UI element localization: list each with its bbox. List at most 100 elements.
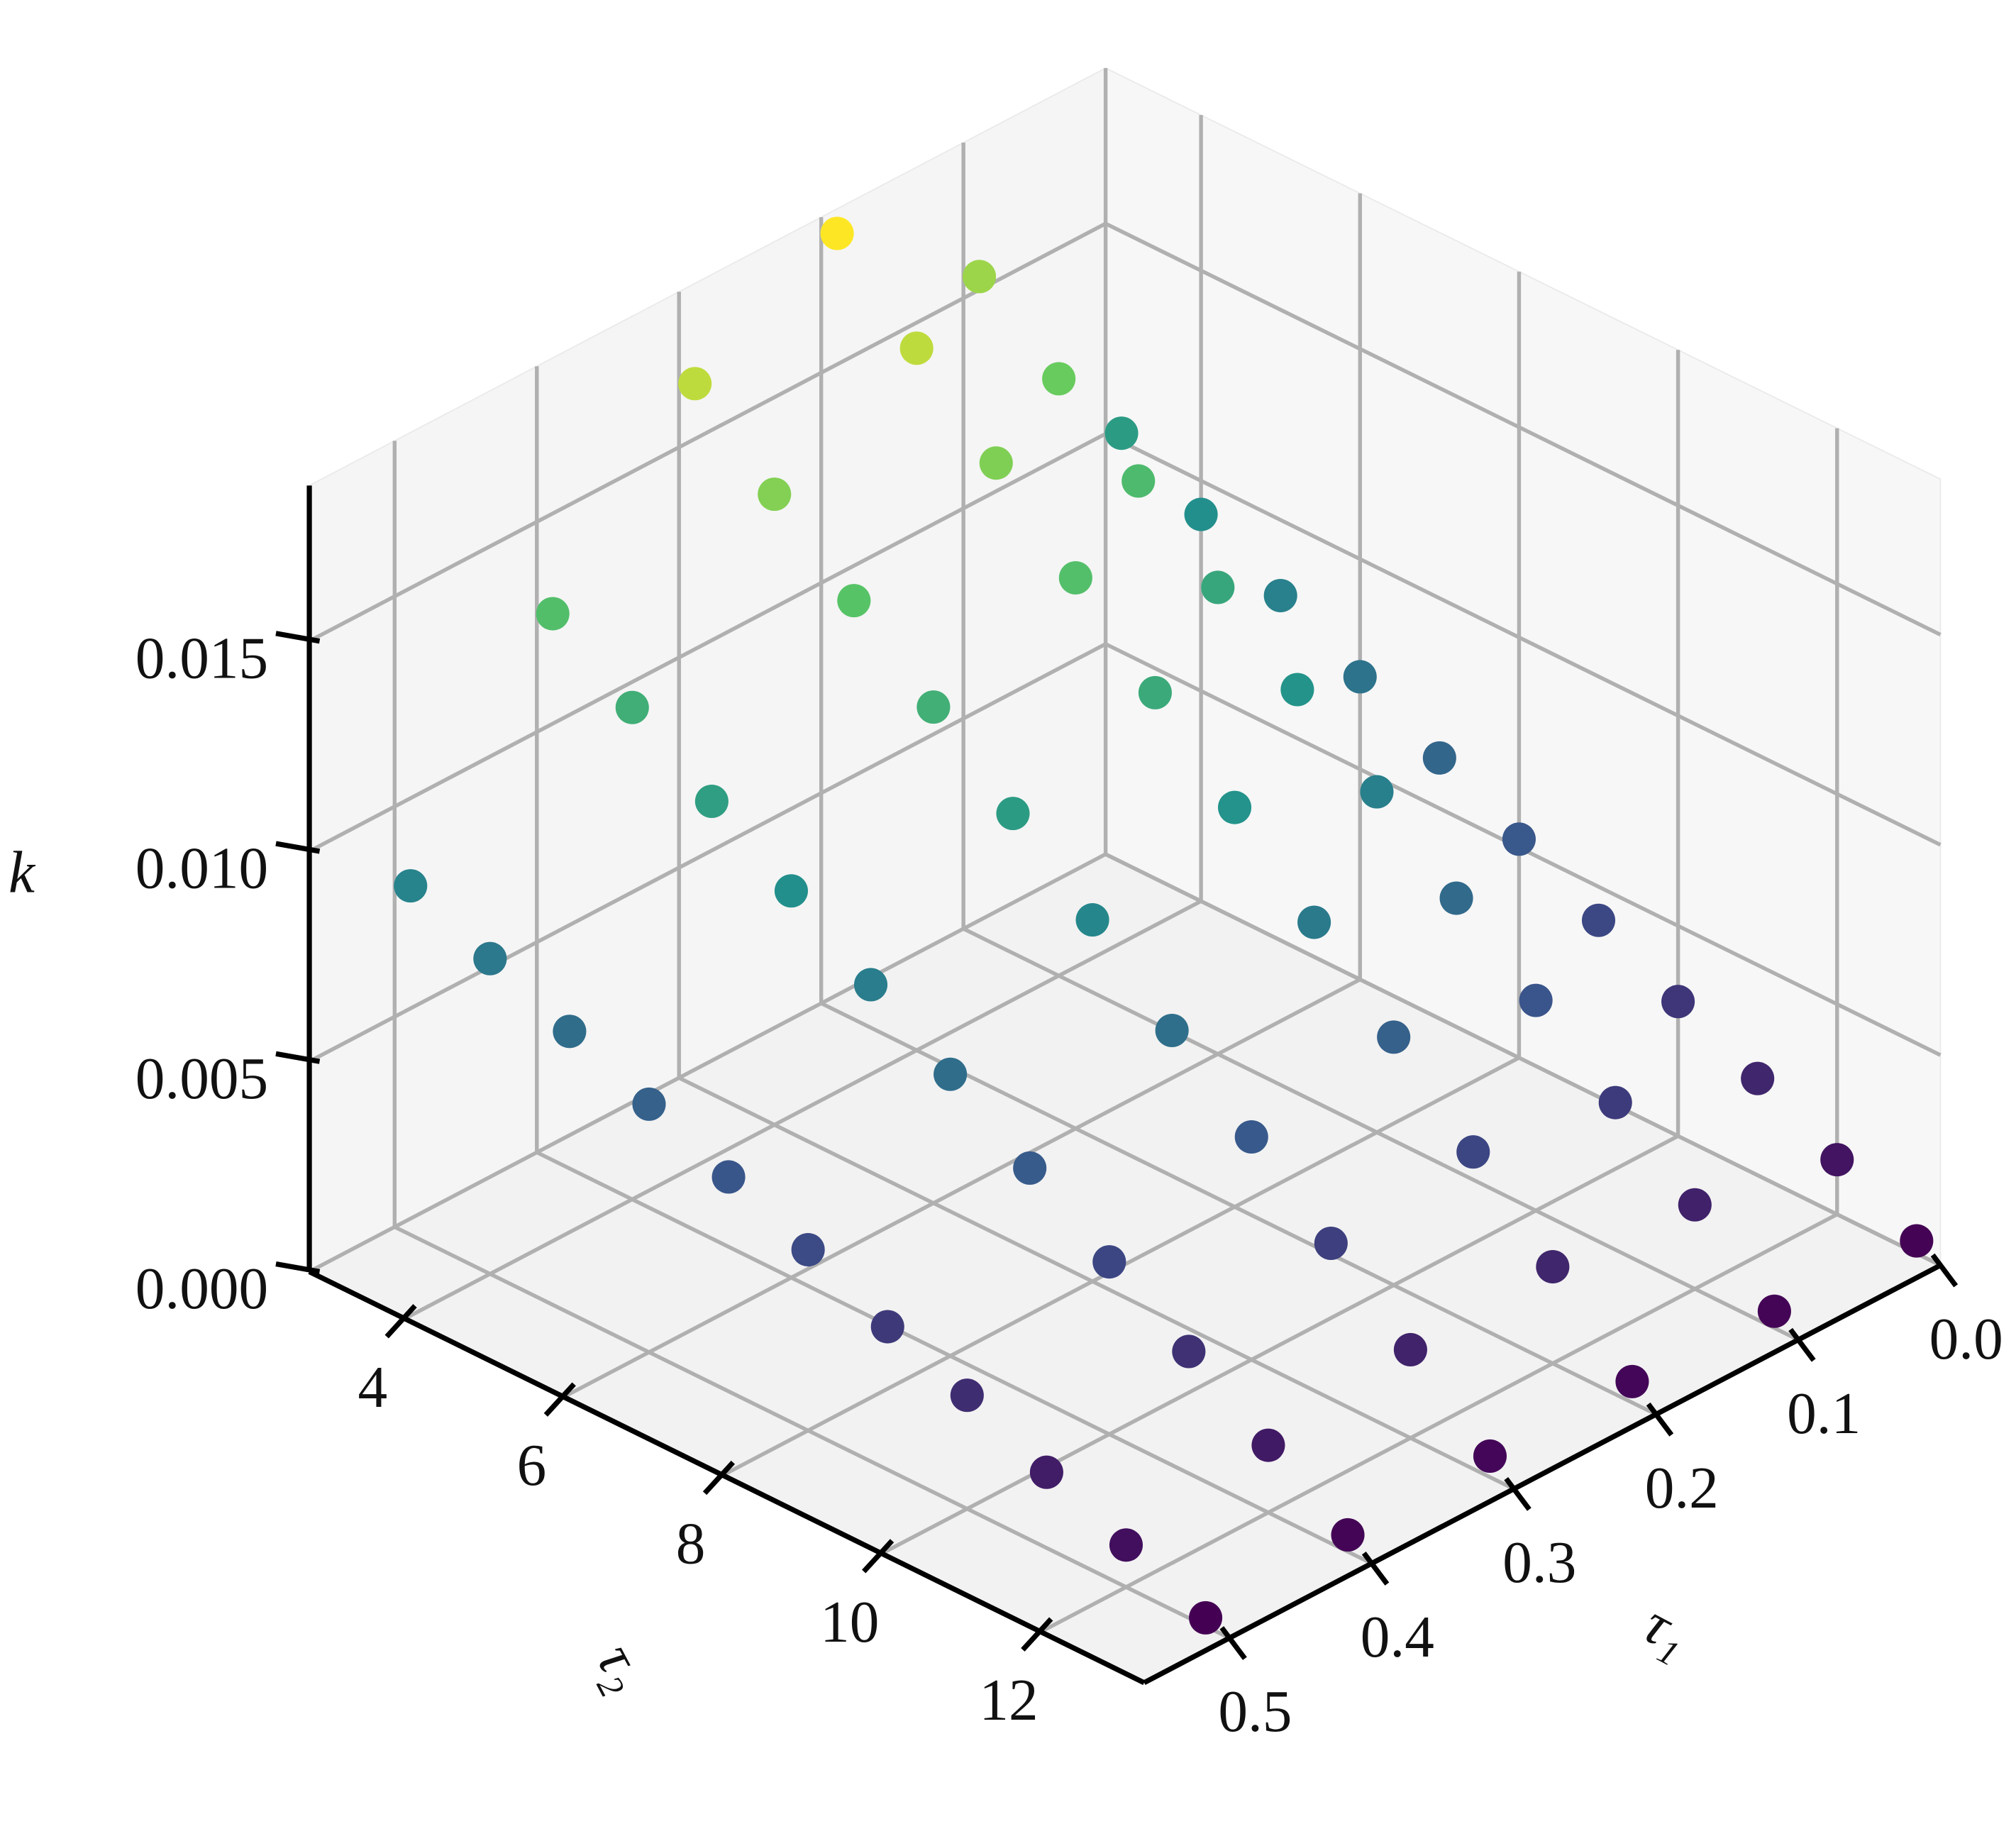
panes bbox=[309, 67, 1942, 1683]
point bbox=[899, 331, 934, 365]
point bbox=[1422, 741, 1456, 775]
grid-line bbox=[394, 1225, 1231, 1640]
y-tick-label: 10 bbox=[820, 1590, 879, 1655]
z-tick-label: 0.010 bbox=[135, 836, 268, 902]
point bbox=[394, 869, 428, 903]
x-tick bbox=[1504, 1476, 1532, 1511]
grid-line bbox=[308, 852, 1107, 1273]
point bbox=[1757, 1294, 1791, 1328]
point bbox=[1343, 660, 1377, 694]
point bbox=[615, 690, 649, 724]
x-tick bbox=[1646, 1402, 1674, 1437]
point bbox=[774, 874, 808, 908]
point bbox=[1900, 1224, 1934, 1258]
point bbox=[1104, 416, 1139, 451]
point bbox=[791, 1233, 825, 1267]
points bbox=[394, 216, 1934, 1635]
grid-line bbox=[1104, 221, 1942, 637]
x-tick-label: 0.2 bbox=[1645, 1456, 1719, 1521]
point bbox=[1189, 1601, 1223, 1635]
point bbox=[979, 446, 1013, 480]
point bbox=[820, 216, 854, 250]
point bbox=[1184, 497, 1218, 531]
x-axis bbox=[1143, 1263, 1942, 1686]
grid-line bbox=[962, 927, 1800, 1342]
point bbox=[758, 477, 792, 512]
point bbox=[837, 584, 871, 618]
z-tick-label: 0.015 bbox=[135, 626, 268, 691]
y-axis-label: τ₂ bbox=[584, 1633, 661, 1701]
point bbox=[1042, 362, 1076, 396]
z-tick-label: 0.000 bbox=[135, 1256, 268, 1322]
x-tick bbox=[1930, 1253, 1959, 1288]
point bbox=[678, 367, 712, 401]
grid-line bbox=[1104, 432, 1942, 847]
point bbox=[1393, 1332, 1427, 1367]
y-tick-label: 12 bbox=[979, 1668, 1038, 1733]
point bbox=[1138, 675, 1172, 709]
grid-line bbox=[308, 221, 1107, 643]
y-tick bbox=[702, 1460, 736, 1496]
point bbox=[1377, 1020, 1411, 1054]
point bbox=[694, 784, 729, 819]
point bbox=[870, 1310, 904, 1344]
point bbox=[536, 597, 570, 631]
point bbox=[996, 797, 1030, 831]
point bbox=[1029, 1455, 1063, 1489]
z-tick bbox=[275, 631, 321, 644]
point bbox=[1439, 881, 1473, 915]
y-tick-label: 6 bbox=[517, 1433, 547, 1498]
z-tick bbox=[275, 1261, 321, 1275]
y-axis bbox=[308, 1269, 1146, 1686]
grid-line bbox=[1039, 1212, 1839, 1634]
y-tick-label: 8 bbox=[676, 1512, 706, 1577]
point bbox=[1092, 1245, 1126, 1279]
x-tick-label: 0.3 bbox=[1502, 1530, 1576, 1596]
point bbox=[1661, 985, 1695, 1019]
point bbox=[1456, 1135, 1490, 1169]
y-tick bbox=[1021, 1617, 1053, 1652]
point bbox=[1598, 1085, 1632, 1120]
grid-line bbox=[536, 1150, 1373, 1566]
x-axis-label: τ₁ bbox=[1633, 1591, 1700, 1669]
point bbox=[1360, 775, 1394, 809]
point bbox=[950, 1378, 984, 1413]
point bbox=[916, 690, 951, 724]
point bbox=[711, 1160, 746, 1194]
grid-line bbox=[308, 642, 1107, 1063]
y-tick-label: 4 bbox=[358, 1355, 387, 1420]
point bbox=[1536, 1250, 1570, 1284]
point bbox=[1172, 1334, 1206, 1369]
point bbox=[1581, 903, 1616, 937]
point bbox=[1741, 1061, 1775, 1095]
point bbox=[1331, 1518, 1365, 1552]
y-tick bbox=[543, 1382, 576, 1417]
x-tick bbox=[1361, 1552, 1390, 1586]
point bbox=[1121, 464, 1156, 498]
grid-line bbox=[1104, 852, 1942, 1267]
point bbox=[1234, 1120, 1268, 1154]
point bbox=[1155, 1013, 1189, 1048]
x-tick-label: 0.4 bbox=[1361, 1605, 1434, 1670]
grid-line bbox=[563, 978, 1361, 1399]
point bbox=[1263, 578, 1297, 613]
x-tick-label: 0.5 bbox=[1218, 1679, 1292, 1745]
point bbox=[1820, 1143, 1854, 1177]
point bbox=[1519, 983, 1553, 1017]
grid-line bbox=[308, 432, 1107, 853]
point bbox=[1251, 1428, 1285, 1462]
point bbox=[1201, 570, 1235, 604]
grid-line bbox=[880, 1134, 1679, 1556]
point bbox=[553, 1015, 587, 1049]
point bbox=[1502, 822, 1536, 856]
point bbox=[1678, 1188, 1712, 1222]
point bbox=[1109, 1528, 1143, 1562]
grid-line bbox=[678, 1076, 1515, 1491]
y-tick bbox=[384, 1304, 417, 1339]
x-tick-label: 0.1 bbox=[1787, 1381, 1861, 1447]
z-tick bbox=[275, 841, 321, 854]
z-axis-label: k bbox=[9, 841, 36, 906]
point bbox=[1473, 1439, 1507, 1473]
point bbox=[934, 1057, 968, 1091]
point bbox=[1615, 1364, 1649, 1398]
